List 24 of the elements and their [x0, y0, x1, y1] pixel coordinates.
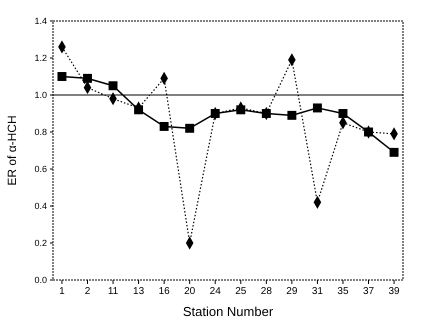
x-axis-title: Station Number [182, 304, 274, 319]
x-tick-label: 29 [286, 286, 298, 298]
x-tick-label: 25 [235, 286, 247, 298]
x-tick-label: 13 [133, 286, 145, 298]
y-tick-label: 1.0 [34, 90, 47, 100]
x-tick-label: 24 [210, 286, 222, 298]
y-tick-label: 0.2 [34, 238, 47, 248]
x-tick-label: 35 [337, 286, 349, 298]
y-tick-label: 0.8 [34, 126, 47, 137]
x-tick-label: 37 [362, 286, 375, 298]
y-tick-label: 0.4 [34, 200, 47, 211]
x-tick-label: 20 [184, 286, 196, 298]
x-tick-label: 2 [84, 286, 91, 298]
x-tick-label: 28 [260, 286, 272, 298]
y-tick-label: 0.0 [34, 274, 47, 285]
x-tick-label: 1 [59, 286, 66, 298]
y-tick-label: 1.4 [34, 16, 47, 26]
y-tick-label: 1.2 [34, 52, 47, 63]
x-tick-label: 31 [312, 286, 324, 298]
y-tick-label: 0.6 [34, 164, 47, 174]
y-axis-title: ER of α-HCH [5, 115, 19, 186]
x-tick-label: 11 [108, 286, 119, 298]
x-tick-label: 16 [158, 286, 170, 298]
x-tick-label: 39 [388, 286, 400, 298]
